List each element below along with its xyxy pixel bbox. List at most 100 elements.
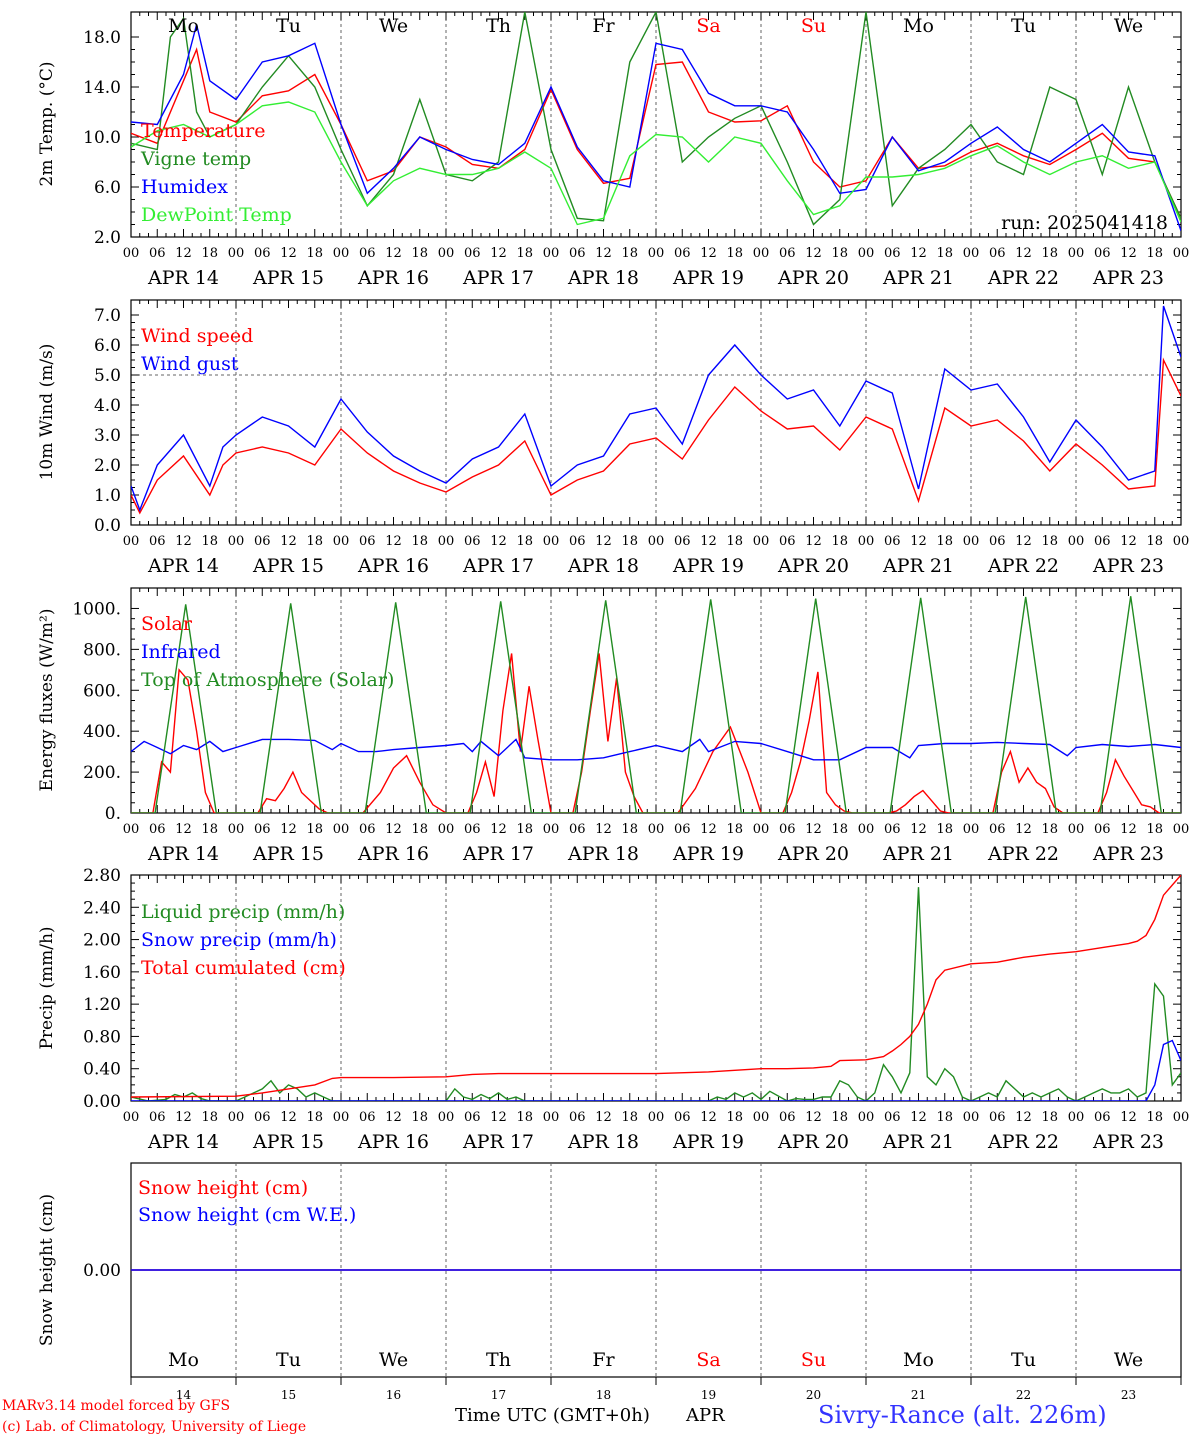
- hour-tick-label: 00: [438, 246, 455, 261]
- y-tick-label: 2.0: [94, 228, 121, 248]
- hour-tick-label: 00: [753, 822, 770, 837]
- hour-tick-label: 18: [306, 246, 323, 261]
- bottom-date-label: 15: [281, 1388, 296, 1402]
- hour-tick-label: 18: [726, 246, 743, 261]
- hour-tick-label: 06: [464, 246, 481, 261]
- bottom-date-label: 14: [176, 1388, 192, 1402]
- weekday-label: Tu: [1011, 15, 1036, 37]
- hour-tick-label: 12: [1015, 246, 1032, 261]
- y-tick-label: 1.0: [94, 486, 121, 506]
- y-tick-label: 400.: [83, 722, 121, 742]
- date-label: APR 22: [987, 1131, 1059, 1153]
- hour-tick-label: 12: [175, 1110, 192, 1125]
- hour-tick-label: 06: [464, 822, 481, 837]
- hour-tick-label: 00: [648, 822, 665, 837]
- date-label: APR 16: [357, 267, 429, 289]
- hour-tick-label: 18: [201, 822, 218, 837]
- legend-entry: Wind gust: [141, 353, 239, 375]
- y-tick-label: 0.: [105, 804, 121, 824]
- weekday-label: Sa: [696, 1349, 720, 1371]
- hour-tick-label: 18: [1146, 246, 1163, 261]
- hour-tick-label: 12: [490, 246, 507, 261]
- weekday-label: Mo: [903, 1349, 934, 1371]
- hour-tick-label: 12: [280, 534, 297, 549]
- hour-tick-label: 00: [228, 822, 245, 837]
- hour-tick-label: 12: [385, 534, 402, 549]
- date-label: APR 19: [672, 555, 744, 577]
- y-tick-label: 6.0: [94, 336, 121, 356]
- date-label: APR 20: [777, 843, 849, 865]
- hour-tick-label: 18: [831, 1110, 848, 1125]
- hour-tick-label: 00: [438, 534, 455, 549]
- hour-tick-label: 06: [359, 822, 376, 837]
- y-tick-label: 0.00: [83, 1092, 121, 1112]
- y-tick-label: 800.: [83, 640, 121, 660]
- legend-entry: Total cumulated (cm): [141, 957, 346, 979]
- date-label: APR 15: [252, 555, 324, 577]
- hour-tick-label: 06: [1094, 534, 1111, 549]
- panel-frame: [130, 299, 1182, 526]
- date-label: APR 22: [987, 555, 1059, 577]
- weekday-label: Mo: [168, 1349, 199, 1371]
- hour-tick-label: 00: [1068, 1110, 1085, 1125]
- hour-tick-label: 06: [569, 822, 586, 837]
- y-tick-label: 18.0: [83, 28, 121, 48]
- hour-tick-label: 06: [359, 246, 376, 261]
- hour-tick-label: 18: [831, 822, 848, 837]
- hour-tick-label: 00: [1173, 1110, 1190, 1125]
- hour-tick-label: 06: [989, 534, 1006, 549]
- date-label: APR 19: [672, 1131, 744, 1153]
- date-label: APR 21: [882, 1131, 954, 1153]
- y-tick-label: 1.20: [83, 995, 121, 1015]
- y-axis-label: 10m Wind (m/s): [37, 344, 57, 481]
- hour-tick-label: 18: [516, 1110, 533, 1125]
- hour-tick-label: 12: [385, 246, 402, 261]
- hour-tick-label: 06: [779, 534, 796, 549]
- weekday-label: Th: [486, 15, 511, 37]
- date-label: APR 14: [147, 267, 219, 289]
- hour-tick-label: 00: [228, 246, 245, 261]
- y-axis-label: 2m Temp. (°C): [37, 61, 57, 186]
- hour-tick-label: 12: [175, 534, 192, 549]
- series-line: [131, 653, 1181, 813]
- hour-tick-label: 18: [411, 534, 428, 549]
- date-label: APR 22: [987, 843, 1059, 865]
- hour-tick-label: 12: [490, 534, 507, 549]
- weekday-label: Sa: [696, 15, 720, 37]
- hour-tick-label: 06: [359, 534, 376, 549]
- hour-tick-label: 00: [123, 1110, 140, 1125]
- date-label: APR 20: [777, 555, 849, 577]
- hour-tick-label: 12: [910, 534, 927, 549]
- series-line: [131, 875, 1181, 1098]
- bottom-date-label: 20: [806, 1388, 821, 1402]
- hour-tick-label: 00: [648, 534, 665, 549]
- hour-tick-label: 00: [858, 1110, 875, 1125]
- hour-tick-label: 00: [228, 534, 245, 549]
- y-tick-label: 0.0: [94, 516, 121, 536]
- hour-tick-label: 12: [595, 822, 612, 837]
- date-label: APR 14: [147, 555, 219, 577]
- hour-tick-label: 18: [1041, 246, 1058, 261]
- hour-tick-label: 06: [674, 1110, 691, 1125]
- hour-tick-label: 00: [648, 246, 665, 261]
- hour-tick-label: 06: [674, 246, 691, 261]
- weekday-label: We: [1114, 1349, 1143, 1371]
- hour-tick-label: 12: [1120, 822, 1137, 837]
- date-label: APR 19: [672, 267, 744, 289]
- hour-tick-label: 06: [149, 534, 166, 549]
- x-axis-title: Time UTC (GMT+0h): [455, 1405, 650, 1426]
- date-label: APR 17: [462, 843, 534, 865]
- hour-tick-label: 00: [123, 246, 140, 261]
- hour-tick-label: 06: [254, 534, 271, 549]
- hour-tick-label: 06: [884, 246, 901, 261]
- hour-tick-label: 18: [936, 246, 953, 261]
- bottom-date-label: 16: [386, 1388, 401, 1402]
- date-label: APR 15: [252, 267, 324, 289]
- legend-entry: Humidex: [141, 176, 228, 198]
- y-tick-label: 14.0: [83, 78, 121, 98]
- hour-tick-label: 18: [936, 1110, 953, 1125]
- hour-tick-label: 06: [254, 246, 271, 261]
- hour-tick-label: 06: [779, 1110, 796, 1125]
- hour-tick-label: 00: [1068, 246, 1085, 261]
